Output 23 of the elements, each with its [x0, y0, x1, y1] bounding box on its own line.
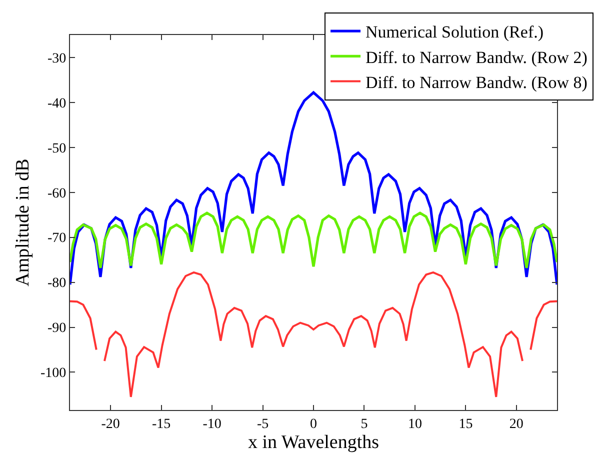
y-tick-label: -30 [48, 51, 66, 66]
x-tick-label: 20 [509, 416, 524, 432]
y-tick-label: -50 [48, 141, 66, 156]
x-tick-label: 5 [360, 416, 368, 432]
x-tick-label: -15 [152, 416, 171, 432]
x-tick-label: -10 [202, 416, 222, 432]
y-axis-title: Amplitude in dB [12, 158, 34, 286]
x-tick-label: -20 [101, 416, 120, 432]
y-tick-label: -40 [48, 96, 66, 112]
y-tick-label: -80 [48, 276, 66, 292]
y-tick-label: -100 [40, 366, 66, 382]
legend-label: Diff. to Narrow Bandw. (Row 8) [366, 72, 588, 92]
x-tick-label: 10 [408, 416, 422, 432]
y-tick-label: -70 [48, 231, 66, 246]
x-axis-title: x in Wavelengths [248, 432, 380, 453]
x-tick-label: -5 [256, 416, 269, 432]
x-tick-label: 0 [310, 416, 317, 432]
x-tick-label: 15 [458, 416, 473, 432]
y-tick-label: -90 [48, 321, 66, 336]
legend-label: Numerical Solution (Ref.) [366, 22, 544, 42]
y-tick-label: -60 [48, 186, 66, 202]
legend-label: Diff. to Narrow Bandw. (Row 2) [366, 48, 588, 67]
line-series [70, 212, 557, 270]
